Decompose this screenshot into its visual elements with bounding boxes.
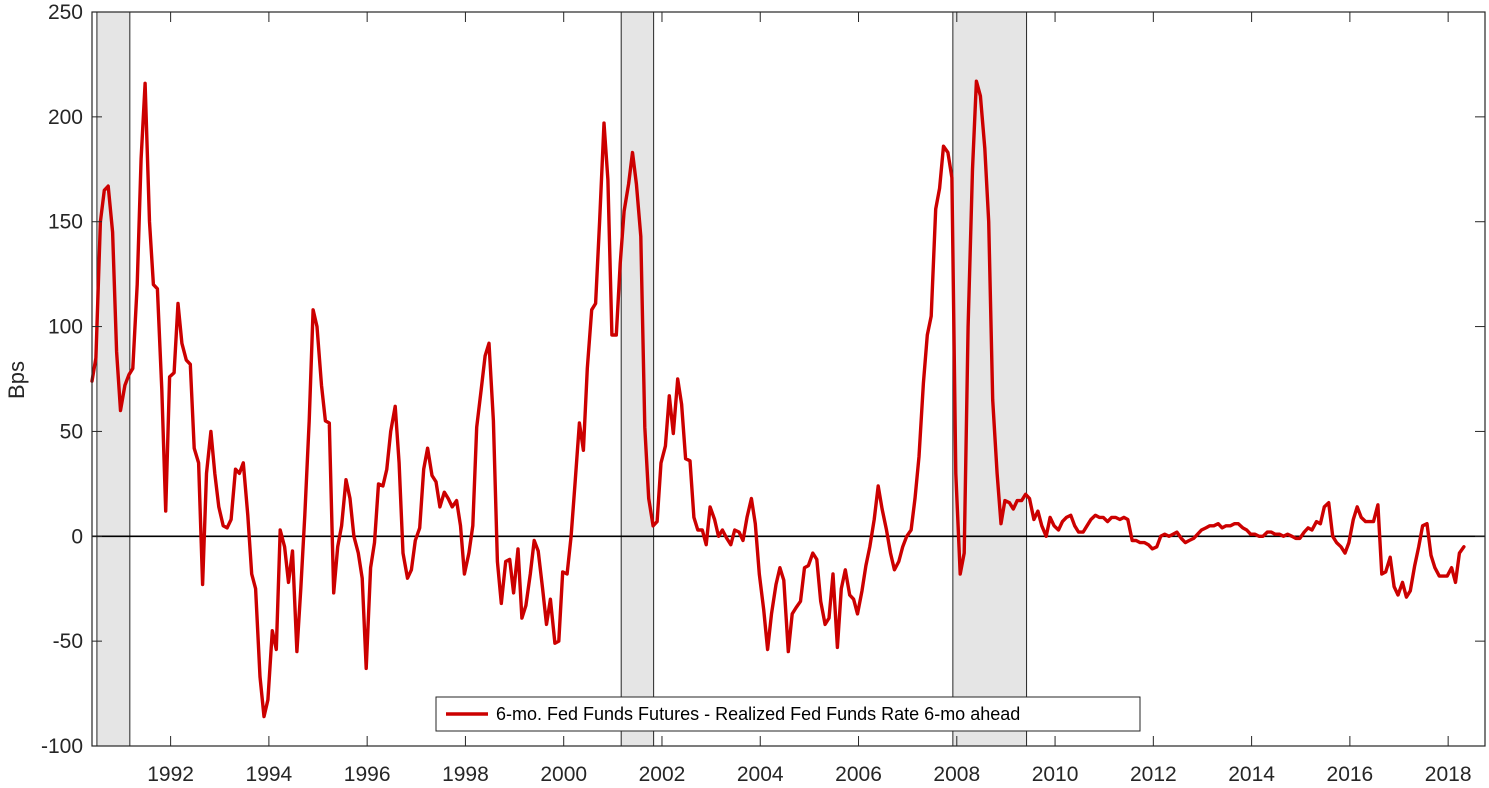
recession-band xyxy=(621,12,654,746)
x-tick-label: 2010 xyxy=(1032,763,1079,786)
y-tick-label: 250 xyxy=(48,1,83,24)
x-tick-label: 1992 xyxy=(147,763,194,786)
legend-box xyxy=(435,696,1141,732)
y-tick-label: -50 xyxy=(53,630,83,653)
recession-band xyxy=(952,12,1027,746)
x-tick-label: 2016 xyxy=(1327,763,1374,786)
x-tick-label: 1998 xyxy=(442,763,489,786)
x-tick-label: 2018 xyxy=(1425,763,1472,786)
y-tick-label: 150 xyxy=(48,211,83,234)
y-tick-label: -100 xyxy=(41,735,83,758)
series-line xyxy=(90,79,1466,719)
x-tick-label: 2012 xyxy=(1130,763,1177,786)
plot-area xyxy=(92,12,1485,746)
y-tick-label: 0 xyxy=(71,525,83,548)
x-tick-label: 2008 xyxy=(933,763,980,786)
legend-label: 6-mo. Fed Funds Futures - Realized Fed F… xyxy=(496,704,1020,724)
x-tick-label: 1994 xyxy=(246,763,293,786)
y-tick-label: 200 xyxy=(48,106,83,129)
legend: 6-mo. Fed Funds Futures - Realized Fed F… xyxy=(435,696,1141,732)
recession-shading-group xyxy=(96,12,1028,746)
x-tick-label: 2006 xyxy=(835,763,882,786)
y-tick-label: 50 xyxy=(60,420,83,443)
y-axis: -100 -50 0 50 100 150 200 250 xyxy=(41,1,1485,758)
x-tick-label: 2002 xyxy=(639,763,686,786)
x-tick-label: 2000 xyxy=(540,763,587,786)
y-tick-label: 100 xyxy=(48,316,83,339)
y-axis-title: Bps xyxy=(4,361,29,399)
x-tick-label: 2014 xyxy=(1228,763,1275,786)
recession-band xyxy=(96,12,130,746)
plot-frame xyxy=(91,11,1486,747)
x-tick-label: 1996 xyxy=(344,763,391,786)
x-tick-label: 2004 xyxy=(737,763,784,786)
x-axis: 1992 1994 1996 1998 2000 2002 2004 2006 2008 2010… xyxy=(147,12,1472,786)
